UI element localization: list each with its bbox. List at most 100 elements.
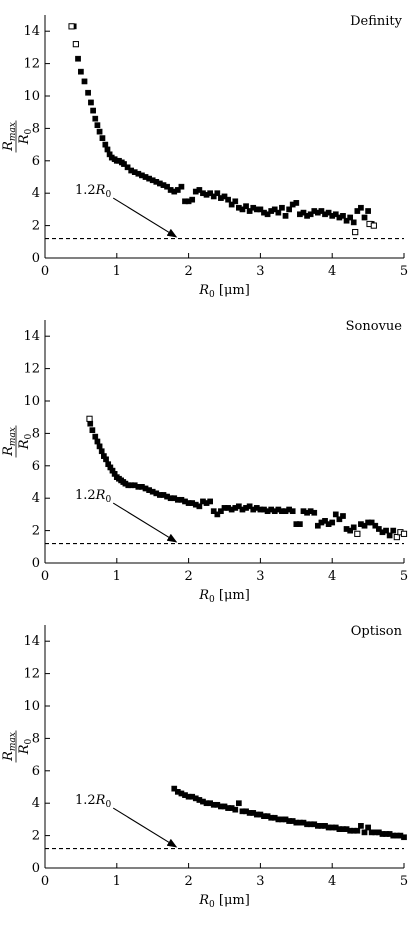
data-point	[257, 206, 264, 213]
y-tick-label: 12	[23, 362, 40, 377]
data-point	[350, 219, 357, 226]
data-point	[332, 211, 339, 218]
data-point-open	[370, 222, 377, 229]
y-tick-label: 6	[32, 154, 40, 169]
data-point	[103, 456, 109, 463]
data-point	[92, 433, 99, 440]
y-tick-label: 14	[23, 634, 40, 649]
annotation-arrow	[112, 197, 178, 238]
y-axis-label-numerator: Rmax	[1, 122, 18, 152]
annotation-arrow	[112, 502, 178, 543]
data-point	[332, 511, 339, 518]
y-axis-label: Rmax R0	[1, 730, 34, 763]
data-point	[286, 206, 292, 213]
data-point	[81, 78, 88, 85]
data-point	[104, 146, 111, 153]
panel-title: Optison	[351, 624, 403, 639]
panel-title: Definity	[350, 14, 403, 29]
x-tick-label: 1	[113, 874, 121, 889]
annotation-label: 1.2R0	[75, 488, 111, 505]
data-point	[372, 522, 379, 529]
data-point	[207, 498, 213, 505]
data-point	[383, 527, 389, 534]
data-point	[232, 806, 239, 813]
data-point	[365, 824, 371, 831]
x-tick-label: 4	[328, 874, 336, 889]
x-tick-label: 2	[184, 874, 192, 889]
y-tick-label: 6	[32, 459, 40, 474]
data-point-open	[400, 530, 408, 537]
data-point	[214, 190, 221, 197]
data-point	[94, 122, 101, 129]
y-tick-label: 8	[32, 731, 40, 746]
x-tick-label: 2	[184, 569, 192, 584]
data-point	[343, 217, 350, 224]
data-point	[75, 55, 81, 62]
x-tick-label: 5	[400, 874, 408, 889]
data-point	[361, 829, 368, 836]
data-point	[239, 206, 246, 213]
y-tick-label: 8	[32, 426, 40, 441]
data-point	[124, 164, 131, 171]
data-point	[246, 503, 253, 510]
y-tick-label: 2	[32, 829, 40, 844]
data-point	[264, 211, 271, 218]
data-point	[297, 521, 303, 527]
y-tick-label: 10	[23, 699, 40, 714]
data-point	[99, 135, 106, 141]
y-tick-label: 8	[32, 121, 40, 136]
data-point	[246, 208, 253, 214]
y-tick-label: 2	[32, 524, 40, 539]
x-tick-label: 1	[113, 264, 121, 279]
data-point	[214, 511, 221, 518]
y-axis-label-denominator: R0	[17, 433, 34, 450]
data-point	[90, 107, 96, 114]
data-point	[350, 524, 357, 531]
data-point	[196, 503, 203, 510]
x-tick-label: 5	[400, 264, 408, 279]
data-point	[243, 203, 249, 210]
data-point	[307, 211, 314, 218]
data-point	[98, 448, 105, 455]
y-tick-label: 0	[32, 251, 40, 266]
x-axis-label: R0 [μm]	[198, 893, 250, 910]
data-point	[365, 208, 371, 214]
y-tick-label: 6	[32, 764, 40, 779]
x-tick-label: 3	[256, 264, 264, 279]
data-point	[358, 823, 364, 829]
x-tick-label: 5	[400, 569, 408, 584]
panel-title: Sonovue	[346, 319, 403, 334]
data-point	[279, 204, 285, 211]
data-point	[390, 527, 397, 534]
data-point-open	[68, 23, 75, 30]
y-tick-label: 2	[32, 219, 40, 234]
data-point	[336, 516, 343, 523]
data-point	[96, 128, 103, 135]
data-point	[376, 526, 382, 532]
x-tick-label: 2	[184, 264, 192, 279]
x-tick-label: 1	[113, 569, 121, 584]
x-tick-label: 3	[256, 569, 264, 584]
annotation-arrow	[112, 807, 178, 848]
data-point	[386, 532, 393, 539]
y-axis-label-numerator: Rmax	[1, 732, 18, 762]
data-point	[358, 204, 364, 211]
data-point	[94, 438, 101, 445]
data-point	[189, 196, 196, 203]
data-point	[221, 193, 228, 200]
data-point	[171, 785, 178, 792]
data-point	[85, 89, 91, 96]
y-tick-label: 10	[23, 394, 40, 409]
data-point-open	[393, 533, 400, 541]
data-point	[311, 509, 318, 516]
data-point-open	[72, 41, 79, 48]
data-point	[347, 527, 353, 534]
data-point	[361, 522, 368, 529]
data-point	[228, 201, 235, 208]
data-point	[236, 503, 242, 510]
data-point	[218, 508, 224, 515]
data-point	[275, 209, 282, 216]
